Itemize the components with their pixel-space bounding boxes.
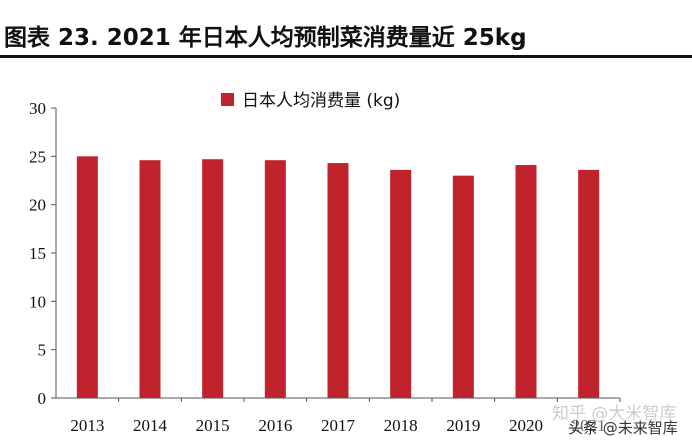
legend-label: 日本人均消费量 (kg) xyxy=(242,91,400,111)
bar-2015 xyxy=(202,159,224,398)
title-rule xyxy=(0,55,692,58)
y-tick-label: 15 xyxy=(29,244,46,263)
bar-2017 xyxy=(327,163,349,398)
y-tick-label: 5 xyxy=(38,341,47,360)
x-tick-label: 2016 xyxy=(258,416,292,435)
x-tick-label: 2021 xyxy=(572,416,606,435)
bar-2021 xyxy=(578,169,600,398)
x-tick-label: 2013 xyxy=(70,416,104,435)
bar-2016 xyxy=(264,160,286,398)
y-tick-label: 30 xyxy=(29,99,46,118)
y-ticks: 0 5 10 15 20 25 30 xyxy=(29,99,56,408)
y-tick-label: 20 xyxy=(29,196,46,215)
bars xyxy=(76,156,600,398)
x-tick-label: 2020 xyxy=(509,416,543,435)
legend-swatch xyxy=(221,93,234,106)
bar-2013 xyxy=(76,156,98,398)
y-tick-label: 0 xyxy=(38,389,47,408)
legend: 日本人均消费量 (kg) xyxy=(221,91,400,111)
x-tick-label: 2019 xyxy=(446,416,480,435)
bar-2020 xyxy=(515,165,537,398)
x-tick-label: 2018 xyxy=(384,416,418,435)
bar-2014 xyxy=(139,160,161,398)
x-tick-label: 2017 xyxy=(321,416,356,435)
y-tick-label: 10 xyxy=(29,292,46,311)
x-tick-label: 2014 xyxy=(133,416,168,435)
x-tick-label: 2015 xyxy=(196,416,230,435)
chart-title: 图表 23. 2021 年日本人均预制菜消费量近 25kg xyxy=(4,25,527,51)
y-tick-label: 25 xyxy=(29,147,46,166)
bar-2019 xyxy=(452,175,474,398)
x-ticks: 2013 2014 2015 2016 2017 2018 2019 2020 2021 xyxy=(70,398,621,435)
bar-2018 xyxy=(390,169,412,398)
